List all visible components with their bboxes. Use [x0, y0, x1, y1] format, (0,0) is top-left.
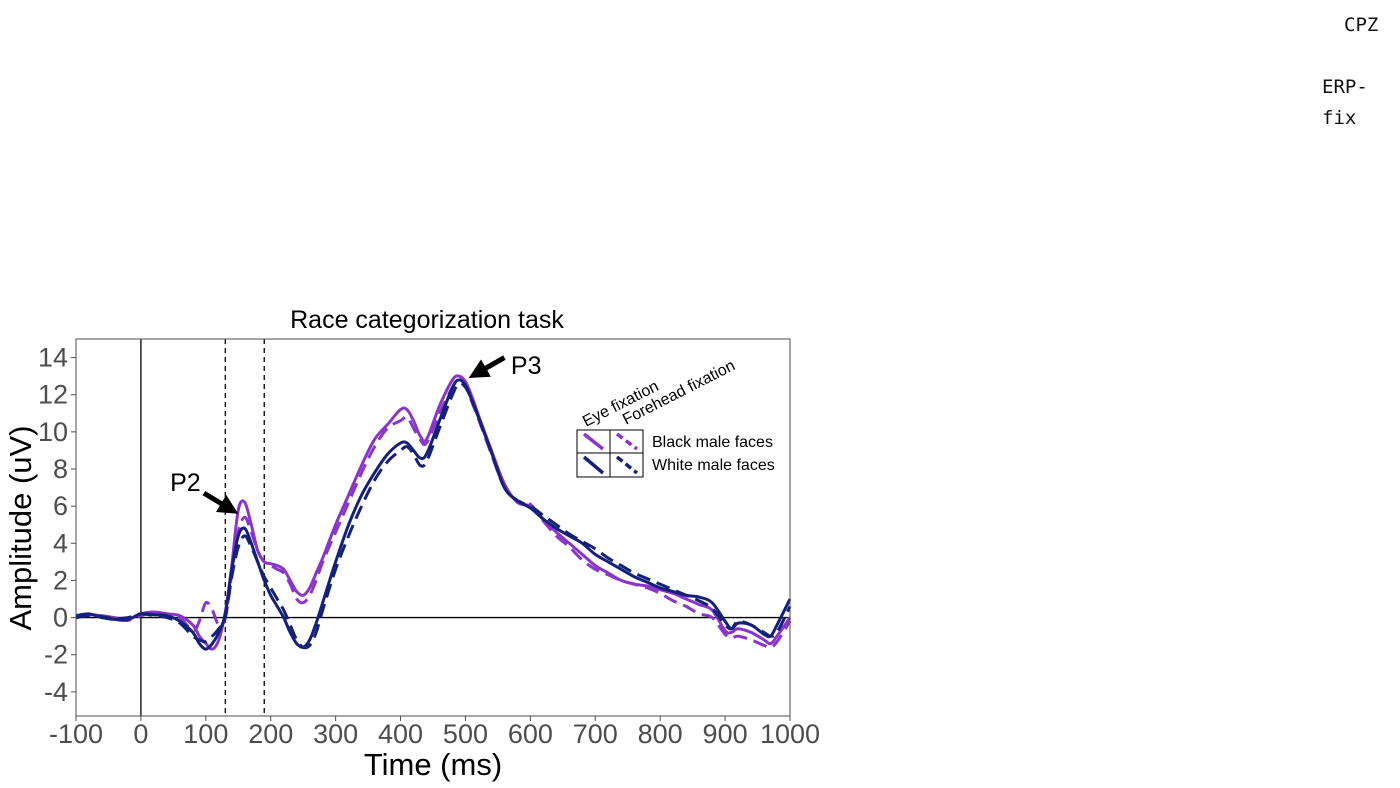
series-line-2: [75, 378, 792, 651]
annotation-label-p3: P3: [511, 352, 542, 380]
annotation-arrow-p3: [468, 355, 506, 379]
y-axis-title: Amplitude (uV): [3, 425, 38, 630]
y-tick-label-7: 10: [38, 417, 68, 447]
x-tick-label-5: 400: [378, 719, 423, 749]
annotations: P2 P3: [170, 352, 542, 514]
legend-key-white-eye: [582, 455, 605, 475]
chart-title: Race categorization task: [290, 306, 564, 334]
y-tick-label-2: 0: [53, 603, 68, 633]
legend-row-white: White male faces: [652, 457, 775, 474]
y-tick-label-5: 6: [53, 491, 68, 521]
y-tick-label-9: 14: [38, 343, 68, 373]
y-tick-label-3: 2: [53, 565, 68, 595]
x-tick-label-10: 900: [703, 719, 748, 749]
type-label: ERP-fix: [1322, 76, 1368, 129]
plot-panel-border: [75, 338, 791, 717]
channel-label: CPZ: [1344, 14, 1379, 36]
x-tick-label-8: 700: [573, 719, 618, 749]
x-tick-label-4: 300: [313, 719, 358, 749]
annotation-arrow-p2: [202, 490, 239, 514]
legend-row-black: Black male faces: [652, 434, 773, 451]
y-tick-label-1: -2: [44, 640, 68, 670]
y-tick-label-8: 12: [38, 380, 68, 410]
x-tick-label-6: 500: [443, 719, 488, 749]
series-line-0: [75, 374, 792, 651]
x-axis: -100 0 100 200 300 400 500 600 700 800 900 1000: [49, 716, 820, 749]
y-tick-label-6: 8: [53, 454, 68, 484]
y-tick-label-4: 4: [53, 528, 68, 558]
x-tick-label-3: 200: [248, 719, 293, 749]
annotation-label-p2: P2: [170, 469, 201, 497]
legend-key-black-forehead: [615, 432, 639, 451]
y-axis: -4 -2 0 2 4 6 8 10 12 14: [38, 343, 76, 707]
x-tick-label-7: 600: [508, 719, 553, 749]
legend: Eye fixation Forehead fixation Black mal…: [576, 357, 775, 478]
x-tick-label-9: 800: [638, 719, 683, 749]
legend-key-white-forehead: [615, 455, 639, 475]
legend-key-black-eye: [582, 432, 605, 451]
x-axis-title: Time (ms): [364, 747, 502, 782]
x-tick-label-1: 0: [133, 719, 148, 749]
x-tick-label-2: 100: [183, 719, 228, 749]
y-tick-label-0: -4: [44, 677, 68, 707]
series-line-3: [75, 381, 792, 650]
series-line-1: [75, 378, 792, 649]
x-tick-label-0: -100: [49, 719, 103, 749]
x-tick-label-11: 1000: [760, 719, 820, 749]
